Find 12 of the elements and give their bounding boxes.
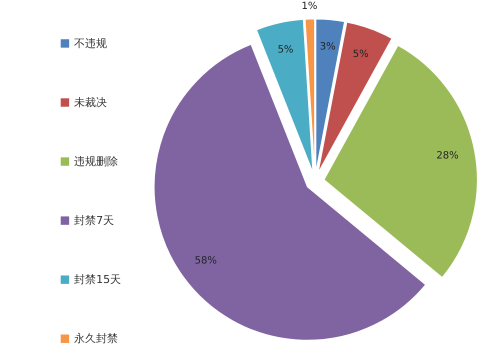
legend-label: 封禁7天 <box>74 214 114 228</box>
legend-label: 违规删除 <box>74 155 118 168</box>
legend-label: 不违规 <box>74 36 108 50</box>
data-label: 5% <box>352 48 369 60</box>
data-label: 58% <box>194 255 217 266</box>
legend-label: 未裁决 <box>74 96 108 110</box>
legend-label: 永久封禁 <box>74 332 118 346</box>
data-label: 1% <box>302 1 318 12</box>
legend-label: 封禁15天 <box>74 273 122 286</box>
data-label: 3% <box>320 42 336 53</box>
data-label: 28% <box>436 150 459 162</box>
data-label: 5% <box>278 44 294 56</box>
